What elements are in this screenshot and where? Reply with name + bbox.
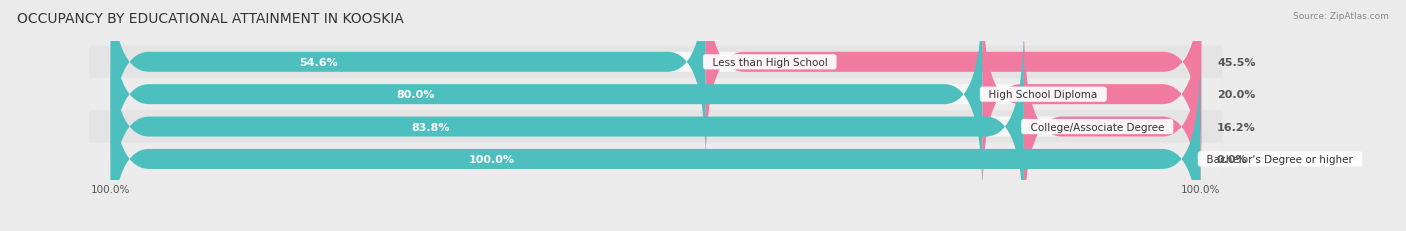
Text: 80.0%: 80.0% <box>396 90 434 100</box>
Text: 45.5%: 45.5% <box>1218 58 1257 67</box>
FancyBboxPatch shape <box>983 0 1201 198</box>
FancyBboxPatch shape <box>111 0 983 198</box>
Text: OCCUPANCY BY EDUCATIONAL ATTAINMENT IN KOOSKIA: OCCUPANCY BY EDUCATIONAL ATTAINMENT IN K… <box>17 12 404 25</box>
Text: 54.6%: 54.6% <box>299 58 339 67</box>
FancyBboxPatch shape <box>111 0 1201 165</box>
Text: 83.8%: 83.8% <box>411 122 450 132</box>
Text: 16.2%: 16.2% <box>1216 122 1256 132</box>
Text: High School Diploma: High School Diploma <box>983 90 1104 100</box>
FancyBboxPatch shape <box>89 111 1222 143</box>
Text: College/Associate Degree: College/Associate Degree <box>1024 122 1171 132</box>
FancyBboxPatch shape <box>706 0 1202 165</box>
FancyBboxPatch shape <box>89 46 1222 79</box>
FancyBboxPatch shape <box>89 143 1222 175</box>
Text: 100.0%: 100.0% <box>470 154 515 164</box>
Text: Less than High School: Less than High School <box>706 58 834 67</box>
FancyBboxPatch shape <box>111 56 1201 231</box>
FancyBboxPatch shape <box>111 56 1201 231</box>
FancyBboxPatch shape <box>111 0 706 165</box>
FancyBboxPatch shape <box>111 24 1201 230</box>
FancyBboxPatch shape <box>1024 24 1201 230</box>
FancyBboxPatch shape <box>111 24 1024 230</box>
FancyBboxPatch shape <box>111 0 1201 198</box>
Text: 20.0%: 20.0% <box>1216 90 1256 100</box>
Text: Source: ZipAtlas.com: Source: ZipAtlas.com <box>1294 12 1389 21</box>
Text: 0.0%: 0.0% <box>1216 154 1247 164</box>
FancyBboxPatch shape <box>89 79 1222 111</box>
Text: Bachelor's Degree or higher: Bachelor's Degree or higher <box>1201 154 1360 164</box>
